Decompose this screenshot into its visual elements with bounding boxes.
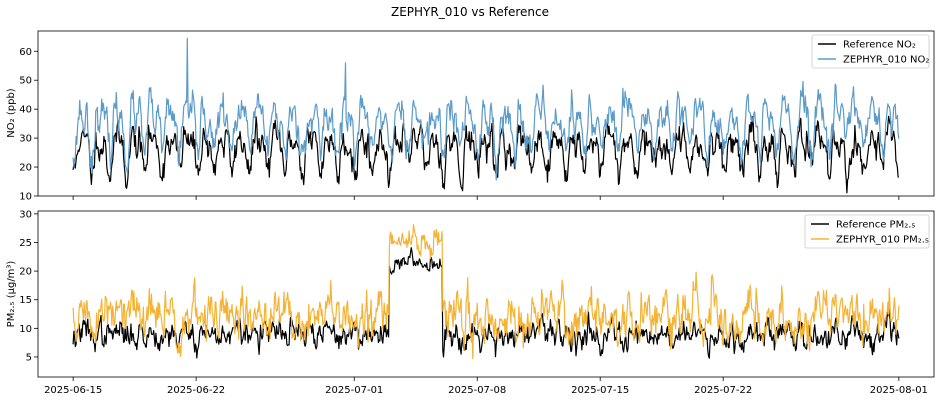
- series-line-reference-no-: [72, 115, 900, 194]
- y-tick-label: 20: [19, 163, 32, 174]
- y-tick-label: 20: [19, 267, 32, 278]
- x-tick-label: 2025-07-08: [448, 385, 506, 396]
- y-tick-label: 15: [19, 295, 32, 306]
- series-line-reference-pm-: [72, 247, 900, 359]
- pm25-legend-box: [804, 214, 930, 249]
- pm25-series-lines: [72, 224, 900, 360]
- chart-title: ZEPHYR_010 vs Reference: [391, 5, 549, 19]
- no2-x-ticks: [72, 196, 900, 200]
- y-tick-label: 5: [26, 352, 32, 363]
- series-line-zephyr-010-no-: [72, 37, 900, 181]
- pm25-y-ticks: 5 10 15 20 25 30: [19, 209, 38, 363]
- legend-label-reference-pm25: Reference PM₂.₅: [836, 220, 915, 231]
- legend-label-zephyr-pm25: ZEPHYR_010 PM₂.₅: [836, 235, 929, 246]
- pm25-x-ticks: [72, 377, 900, 381]
- x-tick-label: 2025-06-15: [44, 385, 102, 396]
- y-tick-label: 30: [19, 134, 32, 145]
- y-tick-label: 40: [19, 105, 32, 116]
- y-tick-label: 30: [19, 209, 32, 220]
- series-line-zephyr-010-pm-: [72, 224, 900, 360]
- x-tick-label: 2025-07-22: [694, 385, 752, 396]
- no2-legend: Reference NO₂ ZEPHYR_010 NO₂: [811, 34, 930, 69]
- no2-plot-frame: [37, 30, 935, 197]
- x-tick-label: 2025-07-01: [325, 385, 383, 396]
- no2-panel: 10 20 30 40 50 60 NO₂ (ppb) Reference NO₂ ZEP…: [6, 30, 935, 203]
- x-tick-label: 2025-06-22: [167, 385, 225, 396]
- x-tick-label: 2025-08-01: [870, 385, 928, 396]
- no2-legend-box: [811, 34, 930, 69]
- pm25-plot-frame: [37, 210, 935, 378]
- no2-y-axis-label: NO₂ (ppb): [6, 88, 17, 137]
- y-tick-label: 10: [19, 324, 32, 335]
- y-tick-label: 25: [19, 238, 32, 249]
- x-tick-labels: 2025-06-15 2025-06-22 2025-07-01 2025-07-08…: [44, 385, 928, 396]
- pm25-y-axis-label: PM₂.₅ (μg/m³): [6, 261, 17, 328]
- legend-label-reference-no2: Reference NO₂: [843, 40, 916, 51]
- y-tick-label: 60: [19, 47, 32, 58]
- y-tick-label: 10: [19, 192, 32, 203]
- x-tick-label: 2025-07-15: [571, 385, 629, 396]
- pm25-panel: 5 10 15 20 25 30 PM₂.₅ (μg/m³) Reference PM₂.…: [6, 209, 935, 381]
- pm25-legend: Reference PM₂.₅ ZEPHYR_010 PM₂.₅: [804, 214, 930, 249]
- no2-y-ticks: 10 20 30 40 50 60: [19, 47, 38, 203]
- no2-series-lines: [72, 37, 900, 194]
- y-tick-label: 50: [19, 76, 32, 87]
- legend-label-zephyr-no2: ZEPHYR_010 NO₂: [843, 55, 929, 66]
